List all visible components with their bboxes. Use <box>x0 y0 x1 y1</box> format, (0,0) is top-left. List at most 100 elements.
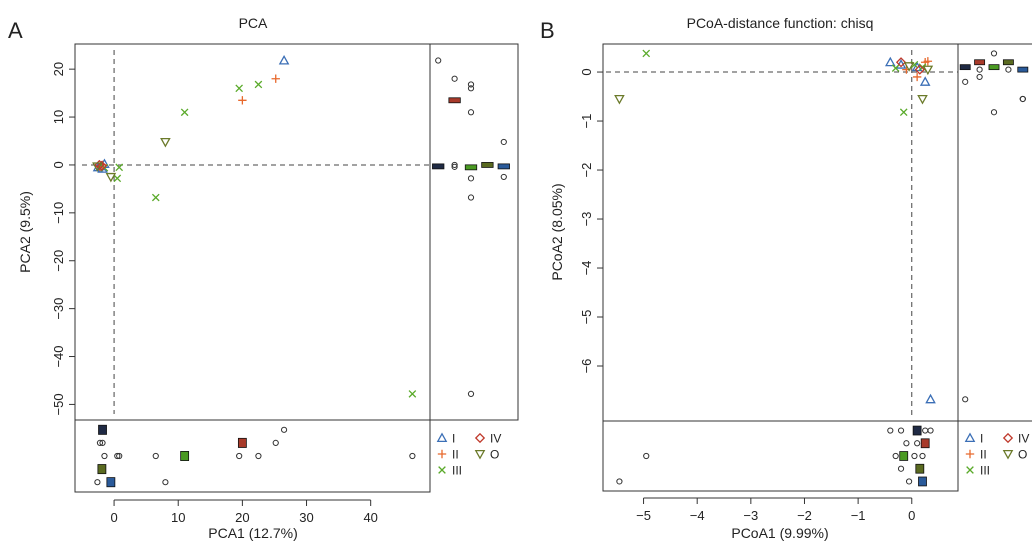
x-tick-label: −4 <box>690 508 705 523</box>
marginal-box <box>237 437 247 448</box>
outlier <box>94 479 101 486</box>
outlier <box>280 426 288 433</box>
chart-a-right-boxplots <box>432 57 510 397</box>
outlier <box>99 439 106 447</box>
outlier <box>500 138 507 146</box>
data-point <box>408 390 417 398</box>
y-tick-label: −10 <box>51 202 66 224</box>
chart-b-points <box>614 49 936 404</box>
data-point <box>895 57 907 68</box>
outlier <box>914 440 921 447</box>
chart-a-points <box>92 54 417 398</box>
chart-a-xlabel: PCA1 (12.7%) <box>208 525 297 541</box>
data-point <box>278 54 290 65</box>
x-tick-label: 0 <box>908 508 915 523</box>
outlier <box>962 396 969 403</box>
outlier <box>101 452 108 460</box>
panel-b-label: B <box>540 18 555 43</box>
x-tick-label: −3 <box>743 508 758 523</box>
marginal-box <box>481 162 494 168</box>
outlier <box>451 161 458 169</box>
legend-label: IV <box>1018 432 1029 446</box>
data-point <box>899 108 908 117</box>
chart-a-y-axis: −50 −40 −30 −20 −10 0 10 20 <box>51 62 76 415</box>
outlier <box>467 81 475 88</box>
legend-label: O <box>490 448 499 462</box>
legend-marker <box>437 449 447 459</box>
data-point <box>235 84 243 93</box>
x-tick-label: 0 <box>110 510 117 525</box>
data-point <box>919 76 931 86</box>
x-tick-label: −5 <box>636 508 651 523</box>
data-point <box>271 74 280 83</box>
data-point <box>254 80 263 89</box>
marginal-box <box>180 451 190 461</box>
data-point <box>917 94 928 105</box>
outlier <box>467 390 475 397</box>
outlier <box>897 465 905 472</box>
data-point <box>885 56 896 67</box>
chart-a-reference-lines <box>82 50 430 414</box>
y-tick-label: −1 <box>579 114 594 129</box>
data-point <box>238 96 247 105</box>
outlier <box>152 452 159 460</box>
legend-label: I <box>452 432 455 446</box>
chart-a-bottom-box-frame <box>74 419 431 493</box>
chart-a-title: PCA <box>239 15 268 31</box>
outlier <box>976 66 983 73</box>
outlier <box>467 85 475 92</box>
outlier <box>451 75 458 82</box>
outlier <box>467 194 475 201</box>
x-tick-label: −2 <box>797 508 812 523</box>
chart-a-x-axis: 0 10 20 30 40 <box>110 499 378 525</box>
marginal-box <box>988 64 1000 71</box>
legend-label: IV <box>490 432 501 446</box>
outlier <box>272 439 279 447</box>
x-tick-label: 40 <box>363 510 377 525</box>
data-point <box>115 163 124 172</box>
outlier <box>114 452 121 460</box>
legend-marker <box>965 449 975 459</box>
panel-a: A PCA 0 10 20 30 40 −50 −40 −30 −20 −10 0 10 20 I IV… <box>8 15 519 541</box>
outlier <box>897 427 905 434</box>
data-point <box>113 174 122 183</box>
chart-b-right-boxplots <box>959 50 1029 403</box>
y-tick-label: 10 <box>51 110 66 124</box>
y-tick-label: −5 <box>579 310 594 325</box>
outlier <box>922 427 929 434</box>
y-tick-label: 0 <box>579 68 594 75</box>
y-tick-label: −30 <box>51 298 66 320</box>
data-point <box>903 62 915 72</box>
chart-b-bottom-boxplots <box>616 425 934 487</box>
marginal-box <box>912 425 922 436</box>
chart-a-legend: I IV II O III <box>436 432 501 478</box>
x-tick-label: 30 <box>299 510 313 525</box>
data-point <box>180 108 189 117</box>
y-tick-label: −20 <box>51 250 66 272</box>
outlier <box>236 452 243 460</box>
marginal-box <box>448 97 461 104</box>
y-tick-label: −40 <box>51 345 66 367</box>
y-tick-label: −2 <box>579 163 594 178</box>
legend-label: II <box>452 448 459 462</box>
outlier <box>451 163 458 170</box>
chart-b-legend: I IV II O III <box>964 432 1029 478</box>
data-point <box>105 172 117 183</box>
outlier <box>976 73 983 81</box>
data-point <box>92 162 103 172</box>
marginal-box <box>98 424 107 435</box>
marginal-box <box>1017 66 1029 73</box>
outlier <box>911 452 918 460</box>
outlier <box>467 175 475 182</box>
y-tick-label: −4 <box>579 261 594 276</box>
data-point <box>922 65 934 76</box>
chart-b-ylabel: PCoA2 (8.05%) <box>549 183 565 280</box>
marginal-box <box>432 163 445 170</box>
data-point <box>642 49 651 58</box>
marginal-box <box>920 438 930 449</box>
outlier <box>1019 95 1026 103</box>
chart-b-plot-frame <box>602 43 959 422</box>
chart-b-right-box-frame <box>957 43 1032 422</box>
legend-marker <box>964 432 976 443</box>
panel-b: B PCoA-distance function: chisq −5 −4 −3 −2… <box>540 15 1032 541</box>
